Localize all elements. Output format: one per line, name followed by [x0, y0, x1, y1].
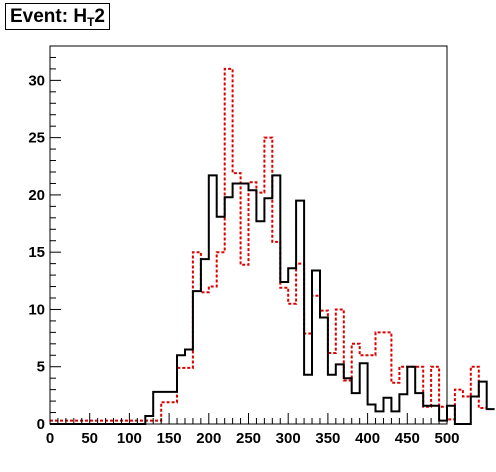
- y-tick-label: 20: [28, 187, 45, 204]
- x-tick-label: 500: [434, 430, 459, 447]
- chart-title-prefix: Event: H: [10, 6, 88, 27]
- x-tick-label: 350: [315, 430, 340, 447]
- y-tick-label: 15: [28, 244, 45, 261]
- x-tick-label: 50: [81, 430, 98, 447]
- y-tick-label: 25: [28, 130, 45, 147]
- histogram-series-solid: [50, 174, 495, 425]
- x-tick-label: 450: [395, 430, 420, 447]
- x-tick-label: 100: [117, 430, 142, 447]
- series-layer: [50, 67, 495, 425]
- x-tick-label: 300: [276, 430, 301, 447]
- x-tick-label: 250: [236, 430, 261, 447]
- x-tick-label: 0: [46, 430, 54, 447]
- chart-title: Event: HT2: [5, 3, 110, 30]
- y-tick-label: 10: [28, 301, 45, 318]
- y-tick-label: 5: [37, 359, 45, 376]
- chart-title-subscript: T: [87, 15, 95, 29]
- histogram-series-dashed: [50, 67, 487, 422]
- chart-title-suffix: 2: [94, 6, 105, 27]
- x-tick-label: 150: [157, 430, 182, 447]
- axis-layer: 0 50 100 150 200 250 300 350 400 450 500 0 5 10 15 20 25…: [28, 45, 460, 447]
- x-tick-label: 200: [196, 430, 221, 447]
- x-tick-label: 400: [355, 430, 380, 447]
- y-tick-label: 30: [28, 72, 45, 89]
- y-tick-label: 0: [37, 416, 45, 433]
